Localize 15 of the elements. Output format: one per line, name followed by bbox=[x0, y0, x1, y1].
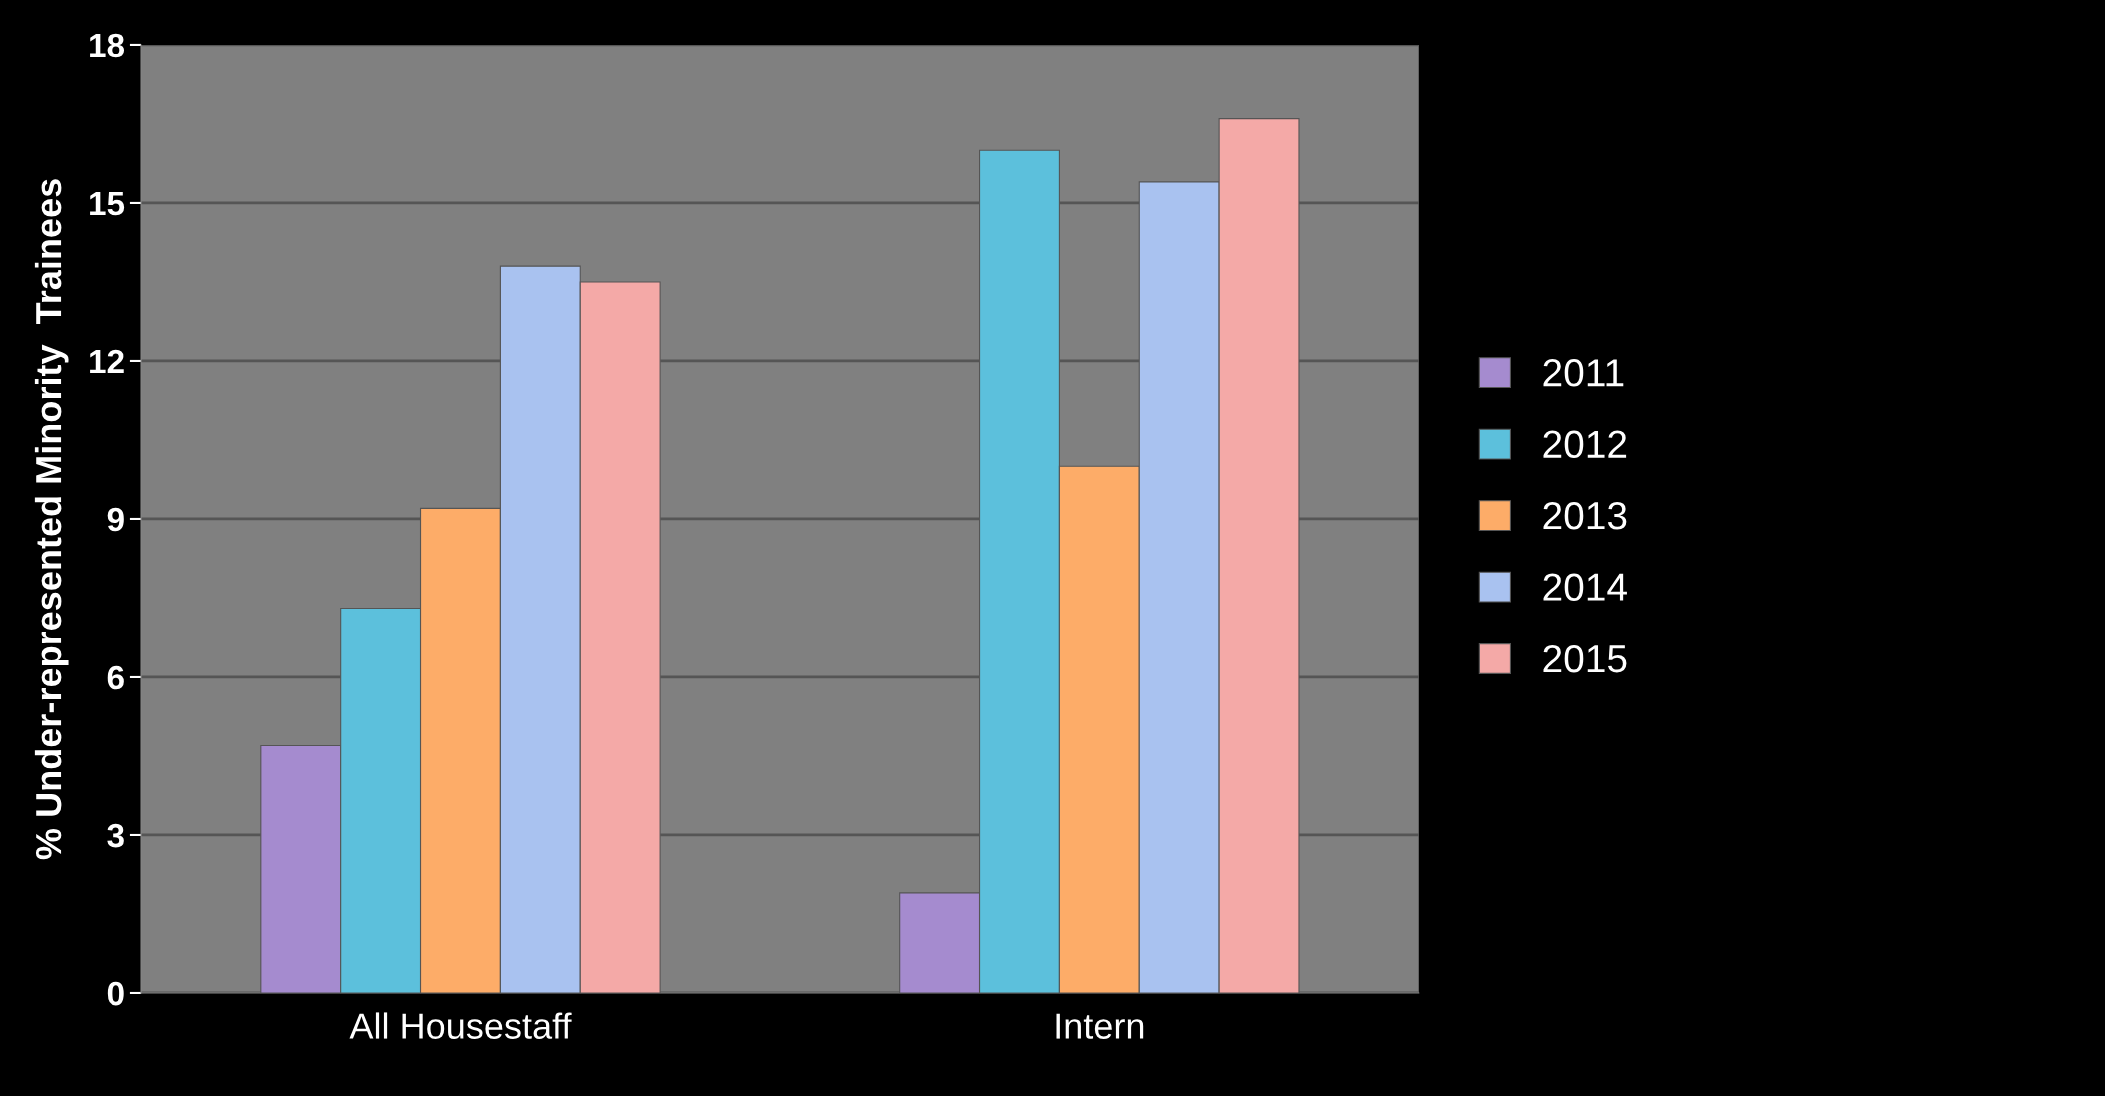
legend-label: 2014 bbox=[1543, 573, 1627, 601]
y-tick-label: 12 bbox=[90, 349, 124, 374]
legend-label: 2011 bbox=[1543, 359, 1624, 387]
y-tick-label: 18 bbox=[90, 33, 125, 58]
legend-label: 2012 bbox=[1543, 430, 1627, 459]
x-tick-label: Intern bbox=[1056, 1013, 1144, 1039]
y-axis-title: % Under-represented Minority Trainees bbox=[34, 179, 69, 860]
y-tick-label: 6 bbox=[107, 665, 124, 690]
legend-label: 2015 bbox=[1543, 644, 1627, 673]
x-tick-label: All Housestaff bbox=[349, 1012, 572, 1039]
y-tick-label: 3 bbox=[107, 823, 124, 848]
legend-label: 2013 bbox=[1543, 501, 1627, 530]
y-tick-label: 15 bbox=[90, 192, 125, 216]
y-tick-label: 9 bbox=[107, 507, 124, 532]
y-tick-label: 0 bbox=[107, 981, 124, 1006]
